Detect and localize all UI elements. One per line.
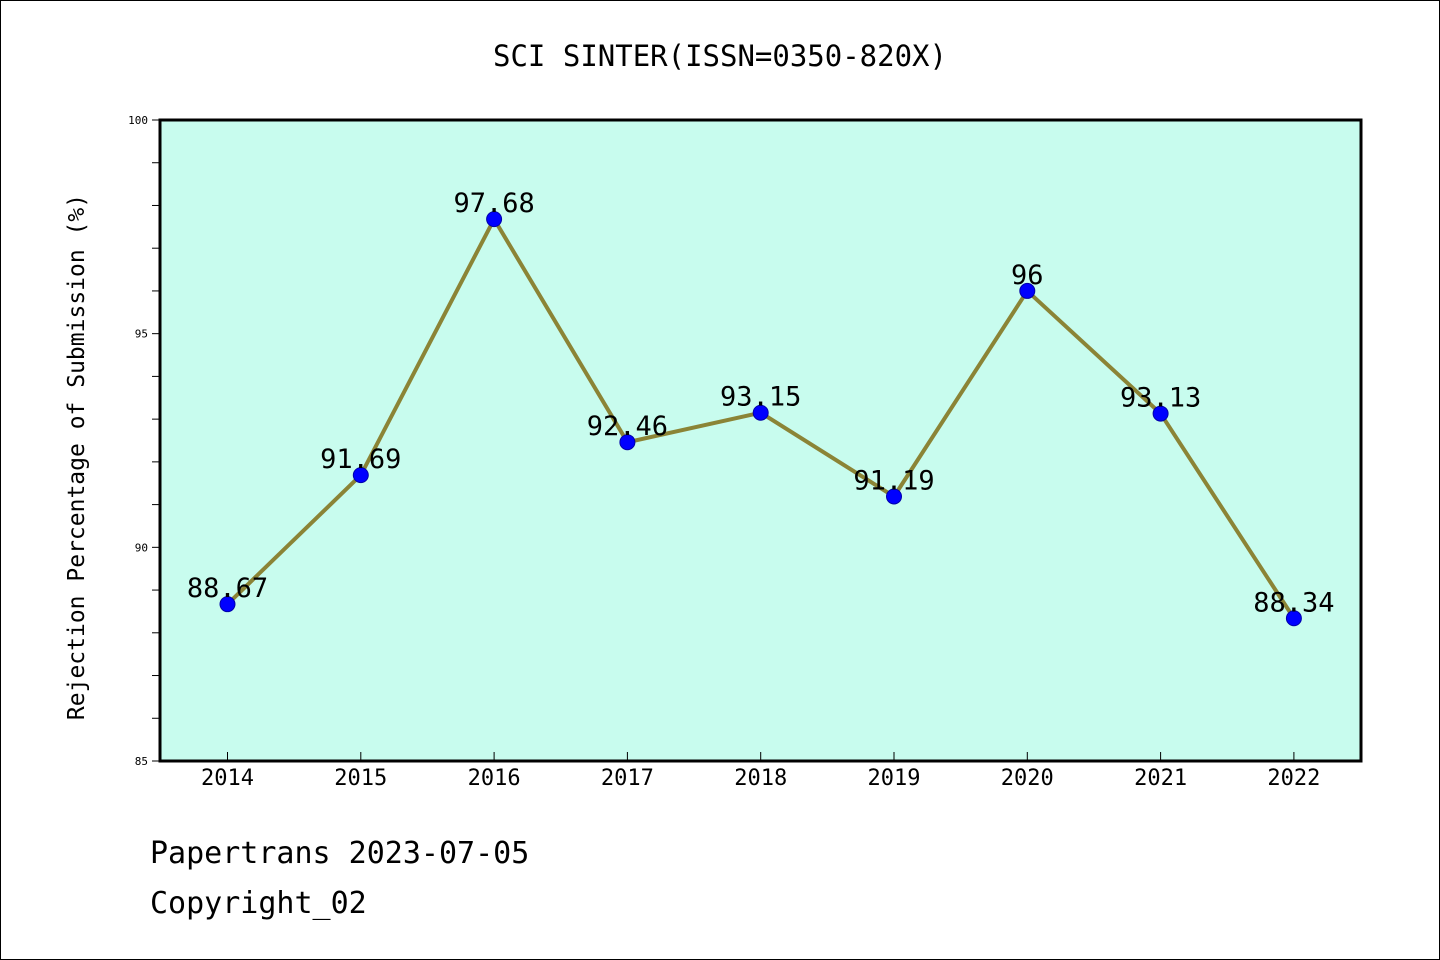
y-tick-label: 90 bbox=[135, 541, 148, 554]
data-point bbox=[1019, 282, 1036, 299]
data-label: 91.69 bbox=[320, 444, 401, 475]
data-point bbox=[486, 211, 503, 228]
footer-copyright: Copyright_02 bbox=[150, 886, 367, 921]
data-point bbox=[752, 404, 769, 421]
data-label: 93.13 bbox=[1120, 383, 1201, 414]
y-tick-label: 100 bbox=[128, 114, 148, 127]
plot-area bbox=[158, 118, 1363, 763]
x-tick-label: 2015 bbox=[334, 766, 387, 791]
data-point bbox=[352, 467, 369, 484]
x-tick-label: 2020 bbox=[1001, 766, 1054, 791]
x-tick-label: 2021 bbox=[1134, 766, 1187, 791]
y-axis-ticks: 85 90 95 100 bbox=[128, 114, 160, 768]
x-axis-ticks: 2014 2015 2016 2017 2018 2019 2020 2021 2022 bbox=[201, 752, 1320, 791]
x-tick-label: 2019 bbox=[868, 766, 921, 791]
data-point bbox=[1152, 405, 1169, 422]
data-point bbox=[619, 434, 636, 451]
data-point bbox=[886, 488, 902, 505]
y-tick-label: 85 bbox=[135, 755, 148, 768]
footer-date: Papertrans 2023-07-05 bbox=[150, 836, 530, 871]
data-label: 97.68 bbox=[453, 188, 534, 219]
chart-title: SCI SINTER(ISSN=0350-820X) bbox=[493, 39, 947, 73]
x-tick-label: 2017 bbox=[601, 766, 654, 791]
x-tick-label: 2018 bbox=[734, 766, 787, 791]
data-point bbox=[1285, 610, 1302, 627]
data-label: 88.34 bbox=[1253, 587, 1334, 618]
data-label: 91.19 bbox=[853, 465, 934, 496]
x-tick-label: 2014 bbox=[201, 766, 254, 791]
data-label: 93.15 bbox=[720, 382, 801, 413]
x-tick-label: 2022 bbox=[1267, 766, 1320, 791]
data-label: 88.67 bbox=[187, 573, 268, 604]
data-label: 96 bbox=[1011, 260, 1044, 291]
x-tick-label: 2016 bbox=[468, 766, 521, 791]
data-point bbox=[219, 596, 236, 613]
data-series: 88.67 91.69 97.68 92.46 93.15 91.19 96 93.13 88.… bbox=[187, 188, 1335, 627]
data-label: 92.46 bbox=[587, 411, 668, 442]
y-axis-label: Rejection Percentage of Submission (%) bbox=[64, 194, 90, 720]
y-tick-label: 95 bbox=[135, 328, 148, 341]
